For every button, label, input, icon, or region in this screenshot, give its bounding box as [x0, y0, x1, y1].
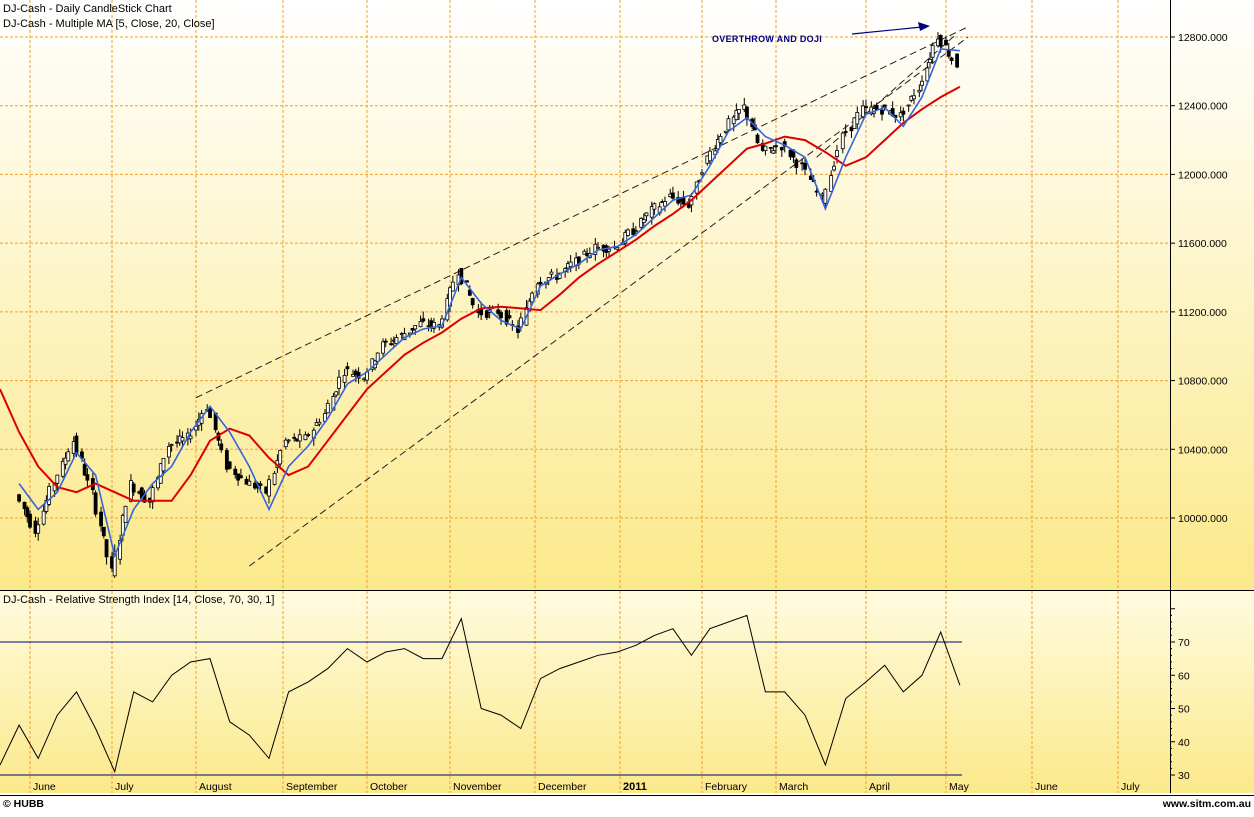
time-axis-label: October	[370, 781, 408, 793]
price-gridlines	[0, 0, 1170, 590]
time-axis-label: May	[949, 781, 970, 793]
annotation: OVERTHROW AND DOJI	[712, 22, 930, 44]
price-tick-label: 11600.000	[1178, 238, 1227, 250]
time-axis-label: July	[1121, 781, 1140, 793]
rsi-pane[interactable]: 30 40 50 60 70 DJ-Cash - Relative Strength I…	[0, 591, 1254, 793]
time-axis-label: June	[1035, 781, 1058, 793]
time-axis-label: December	[538, 781, 587, 793]
arrow-head-icon	[918, 22, 930, 31]
time-axis-label: April	[869, 781, 890, 793]
annotation-arrow-line	[851, 26, 923, 35]
time-axis-label: August	[199, 781, 232, 793]
copyright-text: © HUBB	[3, 798, 44, 810]
price-tick-label: 10800.000	[1178, 376, 1228, 388]
price-pane[interactable]: 10000.000 10400.000 10800.000 11200.000 1160…	[0, 0, 1254, 590]
ma-5-line	[18, 48, 960, 559]
price-tick-label: 11200.000	[1178, 307, 1227, 319]
website-link[interactable]: www.sitm.com.au	[1162, 798, 1251, 810]
rsi-line	[0, 614, 961, 774]
rsi-title: DJ-Cash - Relative Strength Index [14, C…	[3, 594, 274, 606]
time-axis: June July August September October November De…	[33, 781, 1140, 793]
price-pane-background	[0, 0, 1254, 590]
price-axis: 10000.000 10400.000 10800.000 11200.000 1160…	[1170, 0, 1228, 590]
time-axis-label: March	[779, 781, 808, 793]
time-axis-label: September	[286, 781, 338, 793]
time-axis-label: June	[33, 781, 56, 793]
rsi-tick-label: 50	[1178, 704, 1190, 716]
ma-title: DJ-Cash - Multiple MA [5, Close, 20, Clo…	[3, 18, 215, 30]
rsi-pane-background	[0, 591, 1254, 793]
footer-bar	[0, 795, 1254, 812]
rsi-tick-label: 40	[1178, 737, 1190, 749]
rsi-tick-label: 30	[1178, 770, 1190, 782]
time-axis-label: February	[705, 781, 748, 793]
time-axis-label: November	[453, 781, 502, 793]
price-tick-label: 12400.000	[1178, 101, 1228, 113]
price-tick-label: 12800.000	[1178, 32, 1228, 44]
candlesticks	[17, 32, 959, 578]
trendline	[249, 36, 969, 567]
annotation-text: OVERTHROW AND DOJI	[712, 34, 822, 44]
chart-title: DJ-Cash - Daily CandleStick Chart	[3, 3, 172, 15]
price-tick-label: 12000.000	[1178, 169, 1228, 181]
rsi-tick-label: 70	[1178, 637, 1190, 649]
time-axis-label: 2011	[623, 781, 647, 793]
price-tick-label: 10000.000	[1178, 513, 1228, 525]
rsi-axis: 30 40 50 60 70	[1170, 591, 1190, 793]
ma-20-line	[0, 85, 961, 502]
time-axis-label: July	[115, 781, 134, 793]
rsi-tick-label: 60	[1178, 670, 1190, 682]
price-tick-label: 10400.000	[1178, 444, 1228, 456]
